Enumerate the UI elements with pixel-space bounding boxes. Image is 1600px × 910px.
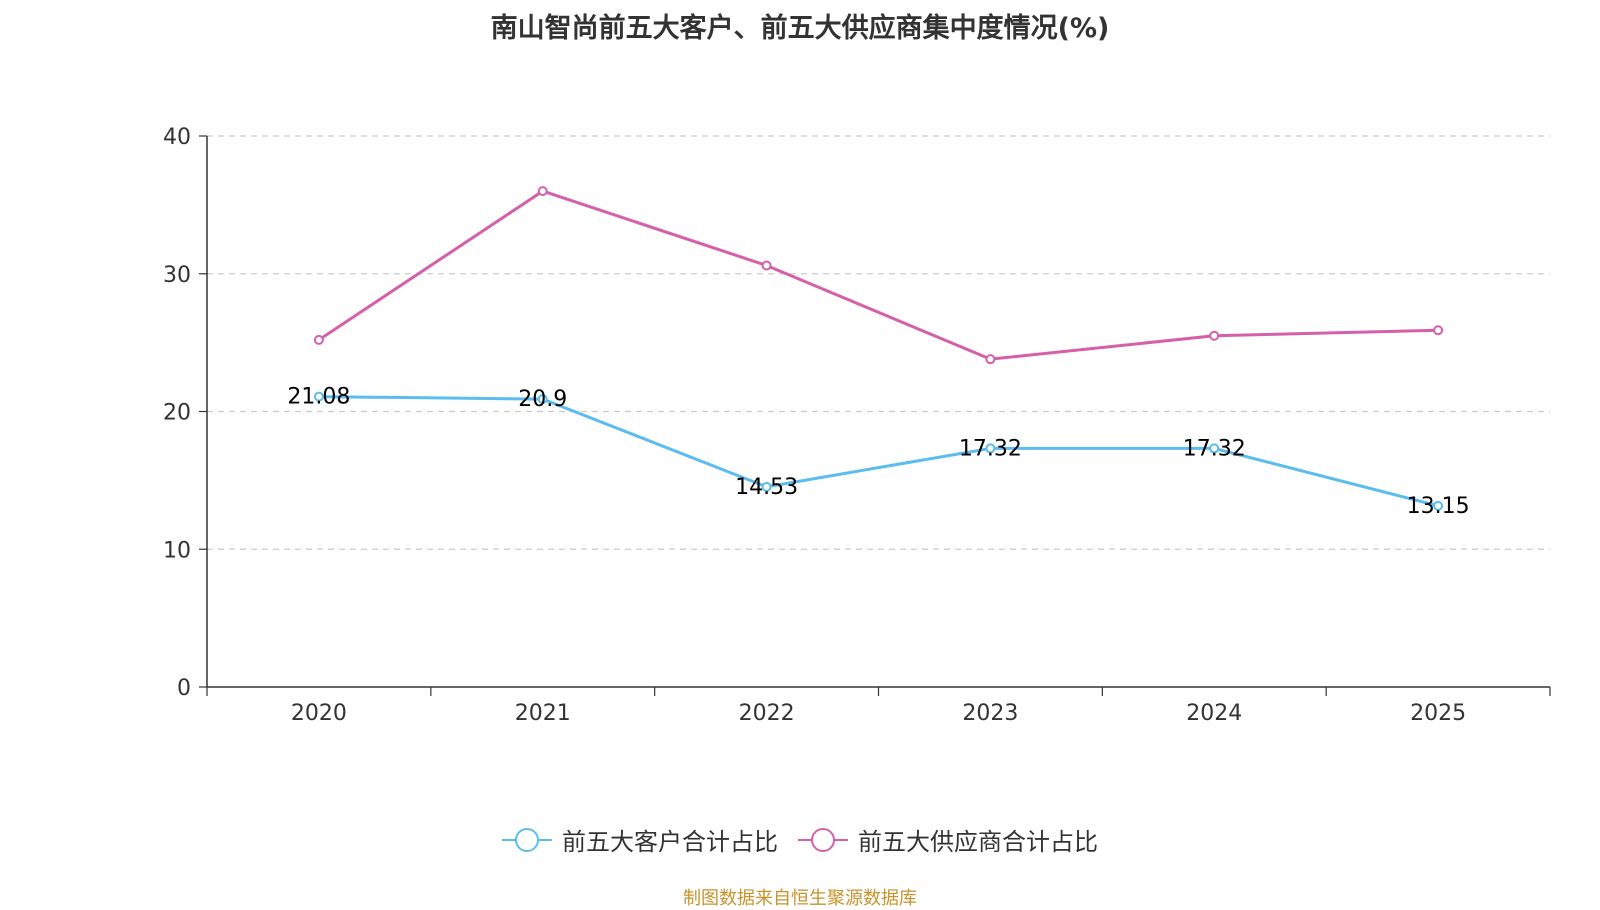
data-label-s0-2024: 17.32 [1183, 436, 1246, 461]
series-line-1 [318, 189, 1439, 361]
point-s0-2021 [537, 394, 548, 405]
data-label-s0-2023: 17.32 [959, 436, 1022, 461]
x-tick-label-2020: 2020 [291, 701, 347, 726]
point-s1-2022 [761, 260, 772, 271]
legend-swatch-customers [502, 827, 552, 852]
data-label-s0-2025: 13.15 [1407, 494, 1470, 519]
x-tick-label-2025: 2025 [1410, 701, 1466, 726]
point-s1-2020 [313, 334, 324, 345]
source-note: 制图数据来自恒生聚源数据库 [683, 888, 917, 909]
legend: 前五大客户合计占比 前五大供应商合计占比 [0, 822, 1600, 857]
y-tick-label-20: 20 [163, 401, 191, 426]
point-s0-2023 [985, 443, 996, 454]
point-s1-2023 [985, 354, 996, 365]
legend-label-customers: 前五大客户合计占比 [562, 828, 778, 856]
data-label-s0-2020: 21.08 [287, 385, 350, 410]
point-s0-2024 [1209, 443, 1220, 454]
y-tick-label-10: 10 [163, 538, 191, 563]
x-tick-label-2022: 2022 [739, 701, 795, 726]
grid-lines [207, 135, 1550, 550]
chart-title: 南山智尚前五大客户、前五大供应商集中度情况(%) [490, 13, 1110, 44]
point-s0-2022 [761, 481, 772, 492]
point-s1-2021 [537, 186, 548, 197]
legend-swatch-suppliers [798, 827, 848, 852]
y-tick-label-0: 0 [177, 676, 191, 701]
legend-label-suppliers: 前五大供应商合计占比 [858, 828, 1098, 856]
point-s1-2025 [1433, 325, 1444, 336]
legend-item-customers[interactable]: 前五大客户合计占比 [502, 822, 778, 857]
data-label-s0-2021: 20.9 [518, 387, 567, 412]
x-tick-label-2021: 2021 [515, 701, 571, 726]
data-label-s0-2022: 14.53 [735, 475, 798, 500]
point-s0-2025 [1433, 500, 1444, 511]
x-tick-label-2024: 2024 [1186, 701, 1242, 726]
series-layer [313, 186, 1444, 511]
data-labels: 21.08 20.9 14.53 17.32 17.32 13.15 [287, 385, 1469, 519]
x-tick-label-2023: 2023 [962, 701, 1018, 726]
point-s0-2020 [313, 391, 324, 402]
y-tick-label-40: 40 [163, 125, 191, 150]
legend-item-suppliers[interactable]: 前五大供应商合计占比 [798, 822, 1098, 857]
y-tick-label-30: 30 [163, 263, 191, 288]
point-s1-2024 [1209, 330, 1220, 341]
series-line-0 [318, 395, 1439, 508]
axes: 0 10 20 30 40 2020 2021 2022 2023 2024 2025 [163, 125, 1551, 726]
